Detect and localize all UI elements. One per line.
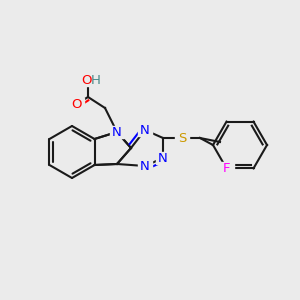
Text: F: F (223, 162, 230, 175)
Text: O: O (81, 74, 91, 86)
Bar (70, 98, 84, 110)
Bar (220, 162, 233, 174)
Bar (138, 124, 152, 136)
Text: O: O (72, 98, 82, 110)
Text: N: N (158, 152, 168, 164)
Bar (110, 126, 124, 138)
Text: N: N (140, 160, 150, 172)
Bar (138, 160, 152, 172)
Bar (156, 152, 170, 164)
Text: N: N (140, 124, 150, 136)
Bar (175, 132, 189, 144)
Text: S: S (178, 131, 186, 145)
Text: H: H (91, 74, 101, 86)
Bar (74, 74, 96, 86)
Text: N: N (112, 125, 122, 139)
